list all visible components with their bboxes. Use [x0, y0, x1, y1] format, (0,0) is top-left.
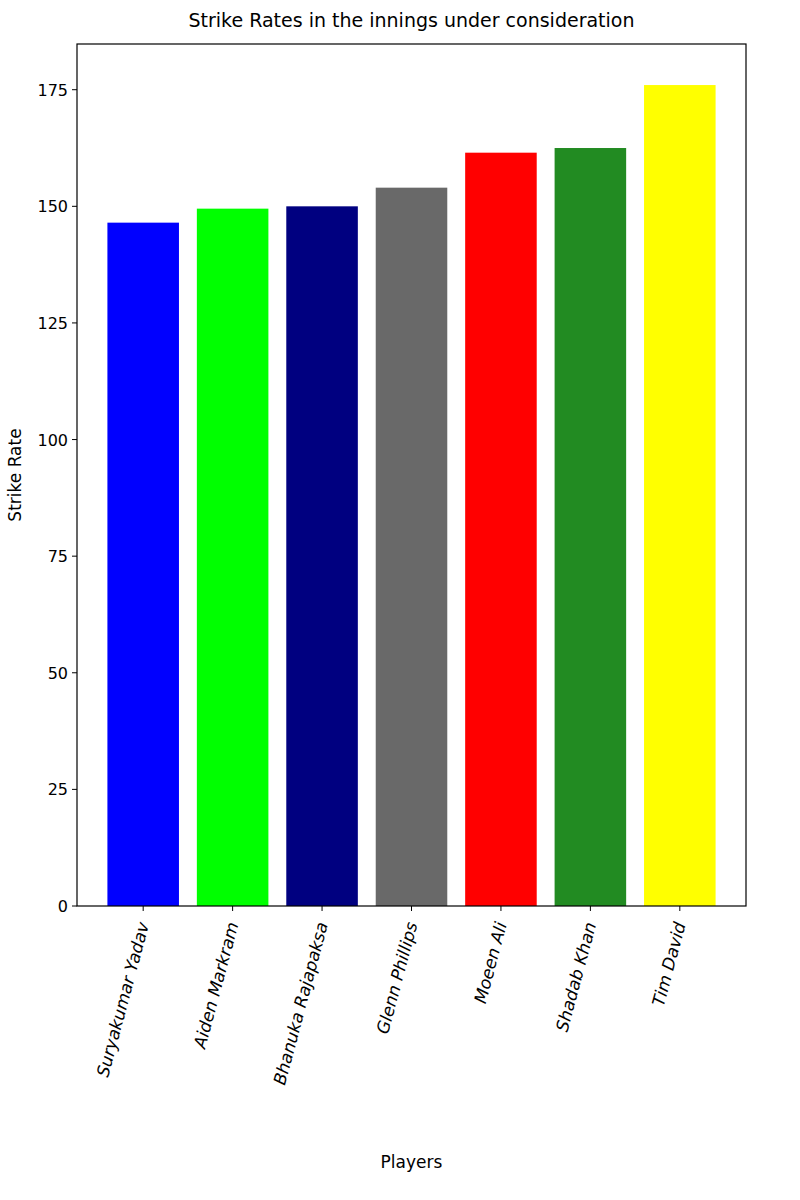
x-tick — [590, 906, 591, 911]
bars — [107, 85, 715, 906]
x-tick — [322, 906, 323, 911]
x-tick-label: Shadab Khan — [552, 920, 600, 1034]
y-tick — [72, 206, 77, 207]
y-tick — [72, 322, 77, 323]
y-tick-label: 150 — [37, 197, 68, 216]
y-tick — [72, 439, 77, 440]
y-tick-label: 125 — [37, 314, 68, 333]
x-tick — [500, 906, 501, 911]
chart-title: Strike Rates in the innings under consid… — [189, 9, 635, 31]
bar — [197, 209, 269, 906]
y-tick-label: 50 — [48, 664, 68, 683]
y-tick-label: 0 — [58, 897, 68, 916]
x-axis-label: Players — [381, 1152, 443, 1172]
chart-svg: 0 25 50 75 100 125 150 175 Suryakumar Yadav Aiden… — [0, 0, 800, 1200]
x-tick-label: Suryakumar Yadav — [92, 919, 153, 1079]
y-tick-label: 100 — [37, 431, 68, 450]
bar — [286, 206, 358, 906]
bar — [376, 188, 448, 906]
bar — [555, 148, 627, 906]
y-axis-label: Strike Rate — [5, 428, 25, 521]
x-tick-label: Moeen Ali — [470, 920, 511, 1006]
chart-container: 0 25 50 75 100 125 150 175 Suryakumar Yadav Aiden… — [0, 0, 800, 1200]
x-tick — [411, 906, 412, 911]
x-tick-label: Bhanuka Rajapaksa — [269, 920, 332, 1087]
x-tick-label: Tim David — [648, 920, 690, 1009]
y-tick — [72, 89, 77, 90]
y-tick — [72, 556, 77, 557]
y-tick — [72, 672, 77, 673]
bar — [107, 223, 179, 906]
x-tick — [232, 906, 233, 911]
x-tick — [143, 906, 144, 911]
y-tick-label: 25 — [48, 780, 68, 799]
y-tick-label: 175 — [37, 81, 68, 100]
x-tick-label: Glenn Phillips — [372, 920, 421, 1036]
bar — [644, 85, 716, 906]
x-tick — [679, 906, 680, 911]
plot-frame — [77, 44, 746, 906]
y-tick-label: 75 — [48, 547, 68, 566]
y-tick — [72, 906, 77, 907]
bar — [465, 153, 537, 906]
x-tick-label: Aiden Markram — [189, 920, 242, 1051]
y-tick — [72, 789, 77, 790]
